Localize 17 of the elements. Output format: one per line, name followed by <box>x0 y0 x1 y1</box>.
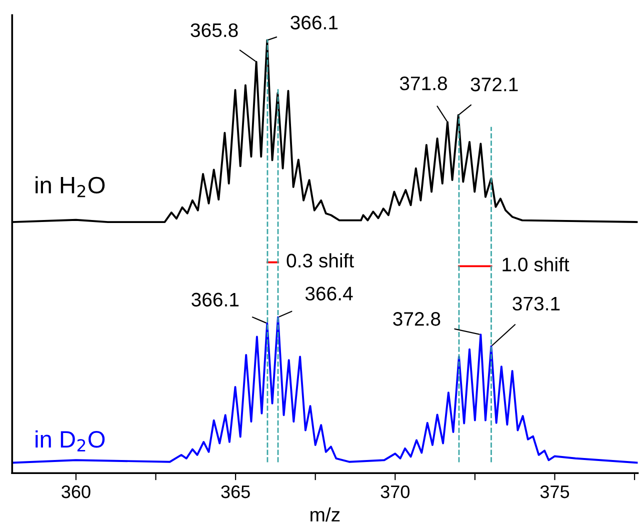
annotation: 372.8 <box>393 312 440 326</box>
annotation: 1.0 shift <box>502 257 570 272</box>
annotation: 365.8 <box>190 23 238 38</box>
x-axis-title: m/z <box>310 507 340 522</box>
annotation: 366.4 <box>305 286 353 301</box>
x-tick-label: 360 <box>62 485 90 498</box>
x-tick-label: 370 <box>380 485 410 498</box>
annotation: 371.8 <box>400 76 447 90</box>
annotation: 0.3 shift <box>286 253 354 268</box>
annotation: 373.1 <box>512 296 560 311</box>
series-label: in D$_{2}$O <box>36 430 105 452</box>
annotation: 372.1 <box>470 78 518 92</box>
x-tick-label: 365 <box>221 485 250 498</box>
annotation: 366.1 <box>290 16 338 30</box>
x-tick-label: 375 <box>540 485 570 498</box>
series-label: in H$_{2}$O <box>36 176 105 198</box>
annotation: 366.1 <box>192 292 239 307</box>
